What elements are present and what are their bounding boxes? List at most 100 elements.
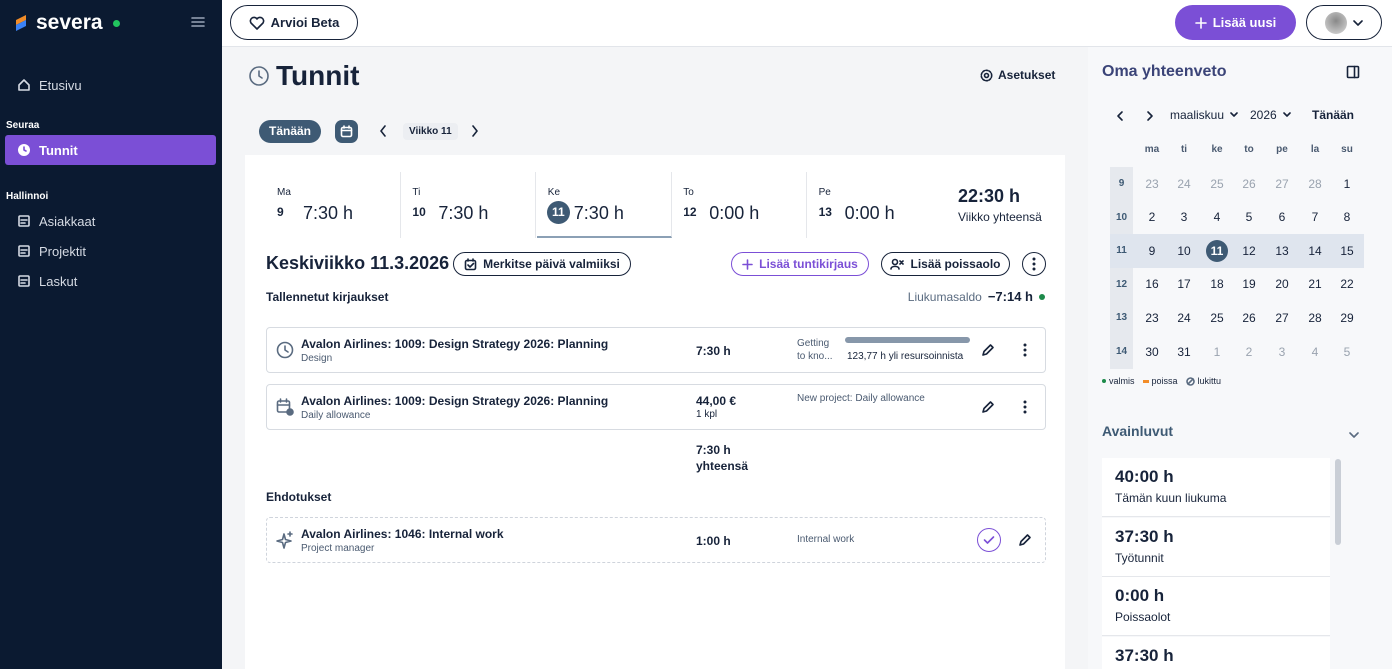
edit-button[interactable] [981,343,995,362]
year-select[interactable]: 2026 [1250,108,1291,122]
calendar-day[interactable]: 28 [1308,310,1322,325]
entry-row[interactable]: Avalon Airlines: 1046: Internal work Proj… [266,517,1046,563]
calendar-day[interactable]: 23 [1145,176,1159,191]
calendar-day[interactable]: 31 [1177,344,1191,359]
calendar-day[interactable]: 29 [1340,310,1354,325]
prev-week[interactable] [378,124,388,143]
button-label[interactable]: Lisää poissaolo [910,257,1001,271]
entry-row[interactable]: Avalon Airlines: 1009: Design Strategy 2… [266,384,1046,430]
legend-item: poissa [1142,376,1178,386]
calendar-day[interactable]: 25 [1210,310,1224,325]
button-label[interactable]: Lisää uusi [1212,15,1277,30]
calendar-day[interactable]: 27 [1275,310,1289,325]
calendar-day[interactable]: 9 [1148,243,1156,258]
calendar-day[interactable]: 28 [1308,176,1322,191]
nav-label[interactable]: Projektit [39,243,86,259]
button-label[interactable]: Merkitse päivä valmiiksi [483,257,620,271]
nav-item[interactable]: Asiakkaat [5,206,216,236]
calendar-day[interactable]: 1 [1343,176,1351,191]
feedback-button[interactable]: Arvioi Beta [230,5,358,40]
calendar-day[interactable]: 25 [1210,176,1224,191]
calendar-day[interactable]: 3 [1278,344,1286,359]
calendar-day[interactable]: 19 [1242,277,1256,292]
collapse-toggle[interactable] [1349,426,1359,444]
settings-link[interactable]: Asetukset [980,68,1055,82]
button-label[interactable]: Arvioi Beta [270,15,340,30]
next-month[interactable] [1146,109,1154,127]
calendar-day[interactable]: 24 [1177,310,1191,325]
brand[interactable]: severa [12,10,120,36]
icon [276,341,294,359]
calendar-day[interactable]: 15 [1340,243,1354,258]
year-label[interactable]: 2026 [1250,108,1277,122]
user-menu[interactable] [1306,5,1382,40]
nav-item-active[interactable]: Tunnit [5,135,216,165]
calendar-day[interactable]: 30 [1145,344,1159,359]
calendar-day[interactable]: 3 [1180,210,1188,225]
calendar-day[interactable]: 20 [1275,277,1289,292]
month-label[interactable]: maaliskuu [1170,108,1225,122]
nav-item[interactable]: Projektit [5,236,216,266]
calendar-day[interactable]: 4 [1213,210,1221,225]
calendar-day[interactable]: 5 [1245,210,1253,225]
nav-item[interactable]: Etusivu [5,70,216,100]
mark-day-done-button[interactable]: Merkitse päivä valmiiksi [453,252,631,276]
calendar-day[interactable]: 23 [1145,310,1159,325]
button-label[interactable]: Lisää tuntikirjaus [759,257,858,271]
accept-button[interactable] [977,528,1001,552]
nav-label[interactable]: Tunnit [39,142,78,158]
key-figures-title: Avainluvut [1102,423,1174,439]
week-total-label: Viikko yhteensä [958,210,1042,224]
calendar-day[interactable]: 17 [1177,277,1191,292]
edit-button[interactable] [981,400,995,419]
prev-month[interactable] [1116,109,1124,127]
calendar-day-selected[interactable]: 11 [1206,239,1228,262]
calendar-day[interactable]: 6 [1278,210,1286,225]
nav-item[interactable]: Laskut [5,266,216,296]
calendar-day[interactable]: 8 [1343,210,1351,225]
add-new-button[interactable]: Lisää uusi [1175,5,1296,40]
next-week[interactable] [470,124,480,143]
calendar-day[interactable]: 4 [1311,344,1319,359]
calendar-day[interactable]: 7 [1311,210,1319,225]
month-select[interactable]: maaliskuu [1170,108,1238,122]
calendar-day[interactable]: 2 [1148,210,1156,225]
calendar-day[interactable]: 26 [1242,310,1256,325]
edit-button[interactable] [1018,533,1032,552]
settings-label[interactable]: Asetukset [998,68,1056,82]
add-entry-button[interactable]: Lisää tuntikirjaus [731,252,869,276]
day-tab[interactable]: To 12 0:00 h [672,172,808,238]
calendar-day[interactable]: 27 [1275,176,1289,191]
date-picker-button[interactable] [335,120,358,143]
calendar-day[interactable]: 1 [1213,344,1221,359]
calendar-day[interactable]: 18 [1210,277,1224,292]
nav-label[interactable]: Laskut [39,273,78,289]
more-button[interactable] [1022,252,1046,276]
day-tab[interactable]: Pe 13 0:00 h [808,172,943,238]
day-tab[interactable]: Ti 10 7:30 h [401,172,537,238]
add-absence-button[interactable]: Lisää poissaolo [881,252,1010,276]
panel-toggle[interactable] [1346,65,1360,84]
calendar-day[interactable]: 21 [1308,277,1322,292]
calendar-day[interactable]: 22 [1340,277,1354,292]
nav-label[interactable]: Etusivu [39,77,82,93]
day-tab[interactable]: Ma 9 7:30 h [266,172,401,238]
calendar-day[interactable]: 5 [1343,344,1351,359]
day-tab[interactable]: Ke 11 7:30 h [536,172,672,238]
calendar-day[interactable]: 14 [1308,243,1322,258]
calendar-day[interactable]: 24 [1177,176,1191,191]
more-button[interactable] [1023,343,1027,362]
more-button[interactable] [1023,400,1027,419]
calendar-day[interactable]: 13 [1275,243,1289,258]
week-number: 14 [1115,346,1128,357]
calendar-day[interactable]: 2 [1245,344,1253,359]
nav-label[interactable]: Asiakkaat [39,213,96,229]
today-button[interactable]: Tänään [259,120,321,143]
calendar-day[interactable]: 16 [1145,277,1159,292]
menu-toggle[interactable] [190,14,206,35]
calendar-day[interactable]: 10 [1177,243,1191,258]
entry-row[interactable]: Avalon Airlines: 1009: Design Strategy 2… [266,327,1046,373]
calendar-day[interactable]: 26 [1242,176,1256,191]
calendar-today[interactable]: Tänään [1312,108,1355,122]
calendar-day[interactable]: 12 [1242,243,1256,258]
